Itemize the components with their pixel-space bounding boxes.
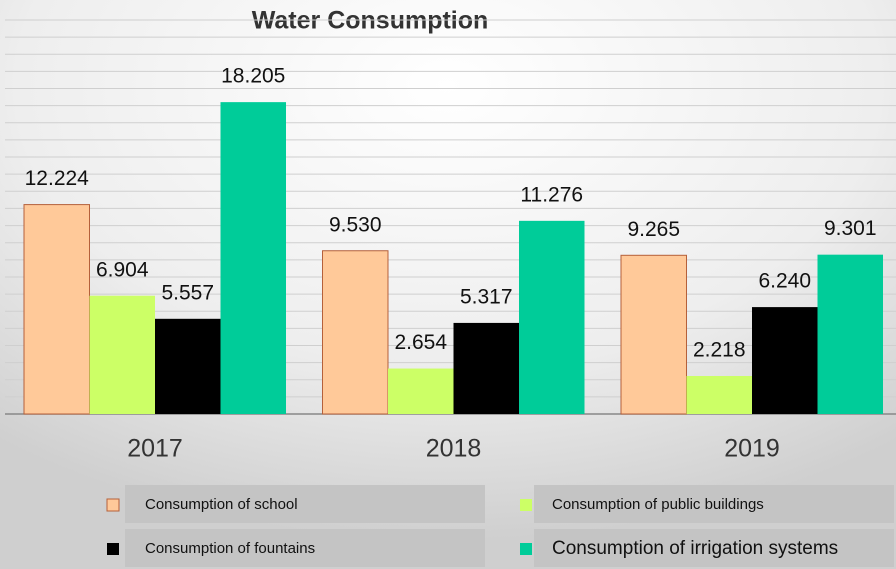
data-label: 18.205 <box>221 65 285 88</box>
bar <box>686 376 752 414</box>
bar <box>220 102 286 414</box>
data-label: 11.276 <box>520 183 583 206</box>
x-tick-label: 2019 <box>724 435 780 463</box>
bar <box>620 254 687 415</box>
legend-marker <box>520 543 532 555</box>
bar <box>752 307 818 414</box>
legend-marker <box>520 499 532 511</box>
bar <box>388 368 454 414</box>
data-label: 2.218 <box>693 339 746 362</box>
legend-marker <box>106 498 120 512</box>
data-label: 5.557 <box>161 281 214 304</box>
legend-label: Consumption of irrigation systems <box>552 538 838 559</box>
data-label: 12.224 <box>25 167 90 190</box>
bar <box>23 204 90 415</box>
bar <box>519 220 585 414</box>
bar <box>89 295 155 414</box>
data-label: 2.654 <box>394 331 447 354</box>
data-label: 9.530 <box>329 213 382 236</box>
chart-title: Water Consumption <box>252 7 489 35</box>
data-label: 9.301 <box>824 217 877 240</box>
legend-label: Consumption of fountains <box>145 540 315 557</box>
legend-box <box>534 485 894 523</box>
legend-box <box>125 529 485 567</box>
x-tick-label: 2017 <box>127 435 183 463</box>
x-tick-label: 2018 <box>426 435 482 463</box>
legend-box <box>534 529 894 567</box>
bar <box>155 318 221 414</box>
data-label: 5.317 <box>460 285 513 308</box>
data-label: 6.240 <box>758 270 811 293</box>
bar <box>453 322 519 414</box>
data-label: 6.904 <box>96 258 149 281</box>
legend-label: Consumption of school <box>145 496 298 513</box>
bar <box>322 250 389 415</box>
legend-label: Consumption of public buildings <box>552 496 764 513</box>
data-label: 9.265 <box>627 218 680 241</box>
legend-marker <box>107 543 119 555</box>
legend-box <box>125 485 485 523</box>
bar <box>817 254 883 414</box>
